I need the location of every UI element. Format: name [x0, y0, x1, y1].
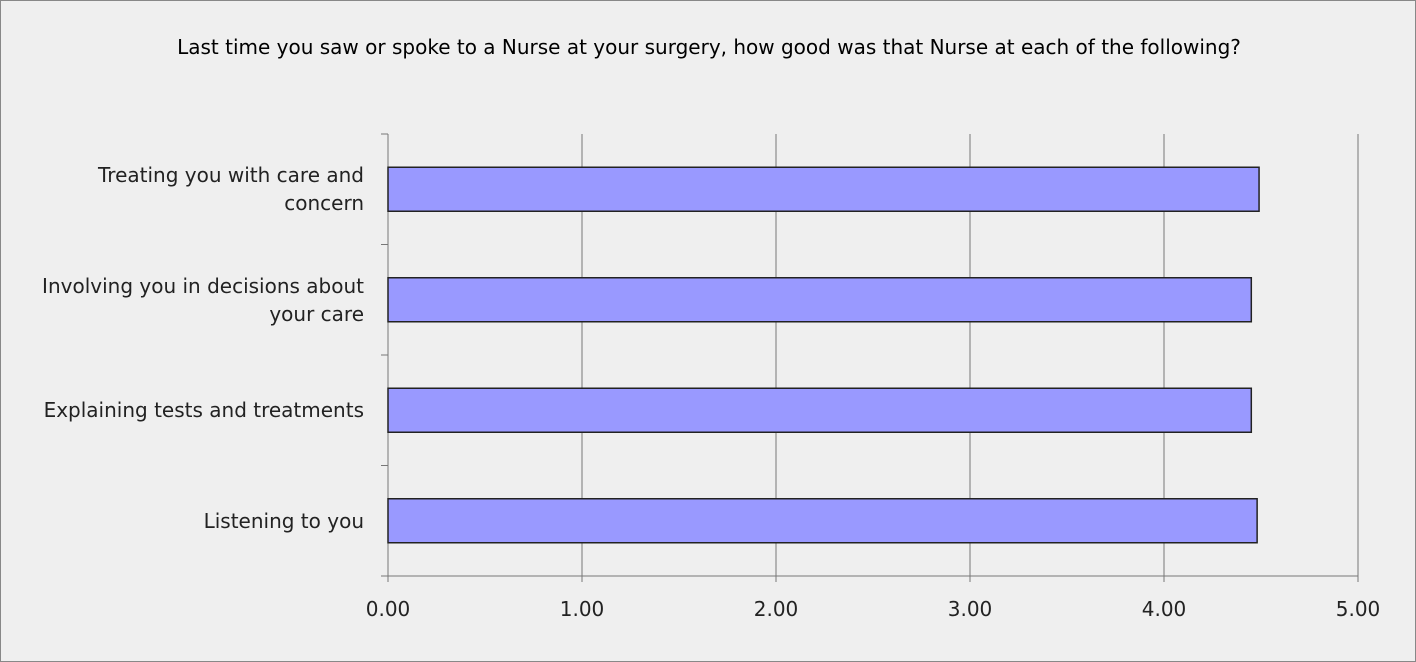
- y-tick-label: Listening to you: [203, 508, 364, 533]
- bar: [387, 277, 1253, 323]
- chart-title: Last time you saw or spoke to a Nurse at…: [177, 35, 1241, 59]
- bar: [387, 387, 1253, 433]
- x-tick-label: 5.00: [1335, 597, 1381, 621]
- x-tick-label: 0.00: [365, 597, 411, 621]
- x-tick-label: 2.00: [753, 597, 799, 621]
- y-tick-label: Involving you in decisions about your ca…: [42, 273, 364, 326]
- x-tick-label: 1.00: [559, 597, 605, 621]
- x-tick-label: 4.00: [1141, 597, 1187, 621]
- x-tick-label: 3.00: [947, 597, 993, 621]
- y-tick-label: Treating you with care and concern: [98, 163, 364, 216]
- y-tick-label: Explaining tests and treatments: [43, 398, 364, 423]
- bar: [387, 166, 1260, 212]
- bar: [387, 498, 1258, 544]
